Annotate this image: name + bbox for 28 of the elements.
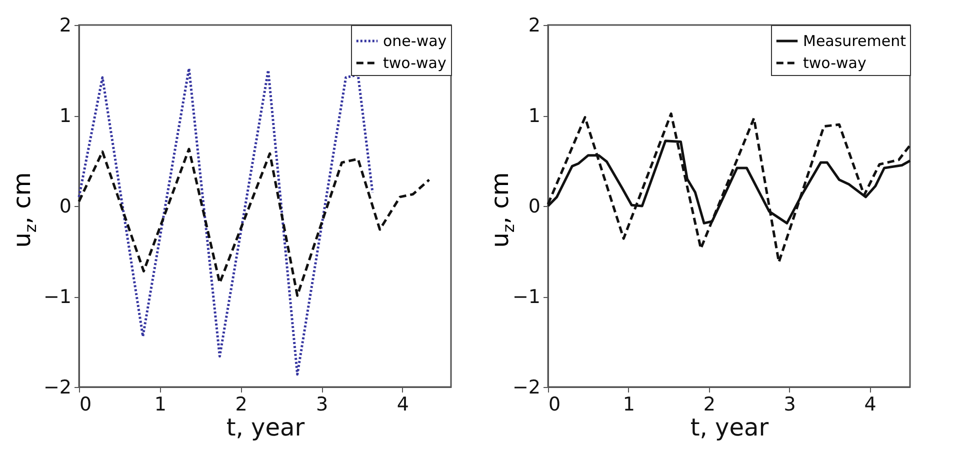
legend-label: Measurement [803,32,906,50]
y-tick-label: 1 [59,105,72,127]
y-tick-label: −1 [43,286,72,308]
x-tick-label: 0 [548,394,561,416]
x-axis-title: t, year [226,414,305,442]
x-tick-label: 0 [80,394,92,416]
x-tick-label: 3 [784,394,796,416]
x-tick-label: 1 [622,394,635,416]
x-tick-label: 3 [316,394,328,416]
x-axis-title: t, year [690,414,769,442]
y-tick-label: 2 [59,14,72,36]
y-tick-label: −2 [512,376,540,398]
x-tick-label: 4 [864,394,876,416]
legend-label: two-way [383,54,446,72]
legend-label: two-way [803,54,866,72]
y-tick-label: −2 [43,376,72,398]
y-tick-label: −1 [512,286,540,308]
y-tick-label: 1 [528,105,540,127]
x-tick-label: 2 [703,394,716,416]
x-tick-label: 2 [235,394,248,416]
y-tick-label: 2 [528,14,540,36]
y-tick-label: 0 [59,196,72,218]
legend-label: one-way [383,32,447,50]
x-tick-label: 1 [154,394,166,416]
x-tick-label: 4 [396,394,410,416]
y-tick-label: 0 [528,196,540,218]
line-series [78,148,430,297]
line-series [78,67,374,376]
